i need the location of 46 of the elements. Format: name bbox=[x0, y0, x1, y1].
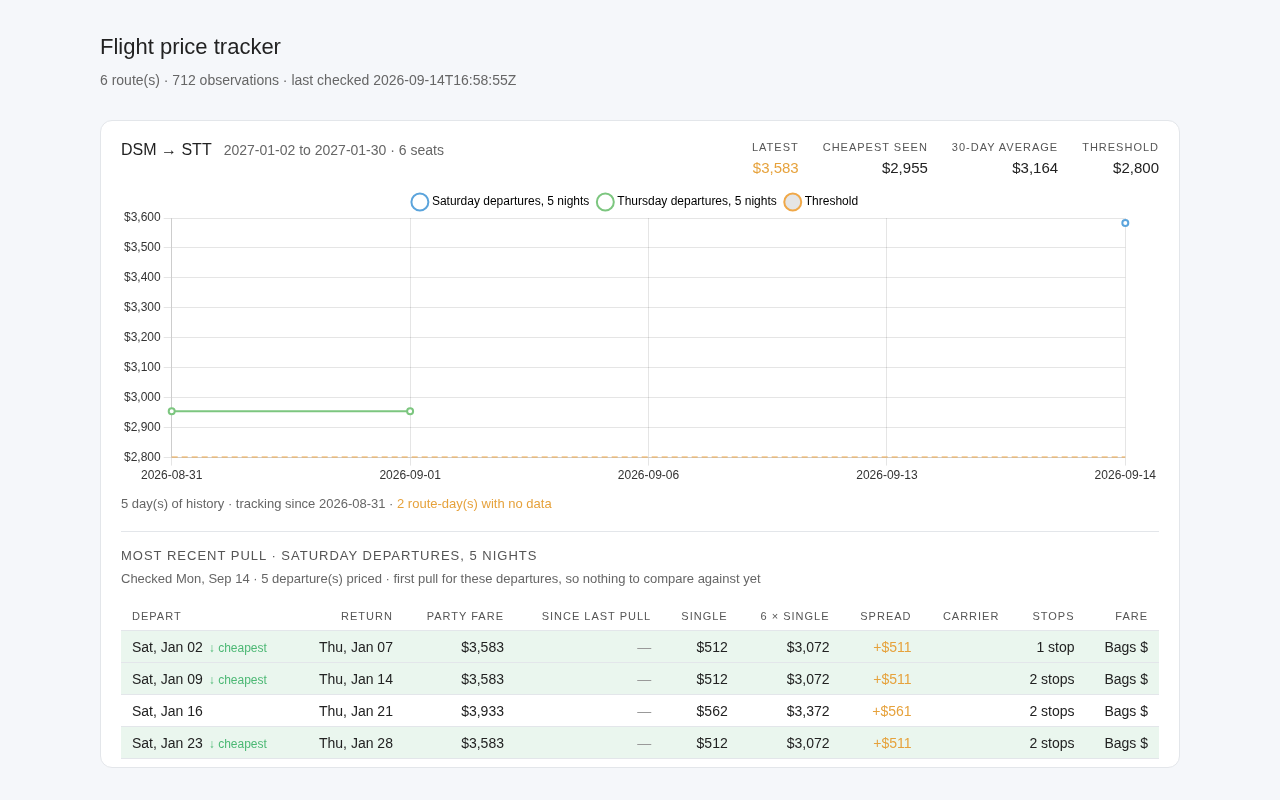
x-tick-label: 2026-09-01 bbox=[379, 468, 442, 483]
category-label: DEPART bbox=[121, 602, 297, 631]
text: $3,583 bbox=[751, 159, 799, 176]
category-label: 6 × SINGLE bbox=[738, 602, 841, 631]
text: LATEST bbox=[751, 141, 799, 153]
text: $2,800 bbox=[1112, 159, 1159, 176]
y-tick-label: $2,900 bbox=[124, 419, 162, 434]
text: $2,955 bbox=[880, 159, 928, 176]
text: $3,164 bbox=[1011, 159, 1059, 176]
table-row: Sat, Jan 09 ↓ cheapest Thu, Jan 14 $3,583 — $512 $3,072 +$511 2 stops Bags $ bbox=[121, 662, 1159, 695]
x-tick-label: 2026-09-06 bbox=[617, 468, 680, 483]
text: THRESHOLD bbox=[1082, 141, 1159, 153]
y-tick-label: $3,500 bbox=[124, 240, 162, 255]
category-label: SINGLE bbox=[662, 602, 739, 631]
chart-title: DSM → STT bbox=[121, 141, 212, 158]
legend-label: Saturday departures, 5 nights bbox=[431, 194, 590, 209]
text: 6 route(s) · 712 observations · last checked 2026-09-14T16:58:55Z bbox=[100, 72, 518, 88]
y-tick-label: $3,000 bbox=[124, 390, 162, 405]
text: CHEAPEST SEEN bbox=[822, 141, 928, 153]
y-tick-label: $2,800 bbox=[124, 449, 162, 464]
table-row: Sat, Jan 02 ↓ cheapest Thu, Jan 07 $3,583 — $512 $3,072 +$511 1 stop Bags $ bbox=[121, 630, 1159, 663]
legend-label: Threshold bbox=[804, 194, 859, 209]
y-tick-label: $3,100 bbox=[124, 360, 162, 375]
x-tick-label: 2026-09-13 bbox=[856, 468, 918, 483]
text: 2 route-day(s) with no data bbox=[397, 496, 552, 511]
category-label: CARRIER bbox=[922, 602, 1011, 631]
category-label: RETURN bbox=[296, 602, 404, 631]
legend-label: Thursday departures, 5 nights bbox=[617, 194, 777, 209]
text: Flight price tracker bbox=[100, 34, 282, 60]
y-tick-label: $3,600 bbox=[124, 210, 162, 225]
chart-subtitle: 2027-01-02 to 2027-01-30 · 6 seats bbox=[223, 142, 444, 158]
text: 5 day(s) of history · tracking since 2026-08-31 · bbox=[121, 496, 394, 511]
table-row: Sat, Jan 16 Thu, Jan 21 $3,933 — $562 $3,372 +$561 2 stops Bags $ bbox=[121, 694, 1159, 727]
text: Checked Mon, Sep 14 · 5 departure(s) priced · first pull for these departures, so nothing to compare against yet bbox=[121, 571, 762, 586]
text: 30-DAY AVERAGE bbox=[951, 141, 1059, 153]
category-label: SINCE LAST PULL bbox=[514, 602, 663, 631]
y-tick-label: $3,200 bbox=[124, 330, 162, 345]
text: MOST RECENT PULL · SATURDAY DEPARTURES, 5 NIGHTS bbox=[121, 548, 539, 563]
category-label: SPREAD bbox=[840, 602, 923, 631]
y-tick-label: $3,400 bbox=[124, 270, 162, 285]
y-tick-label: $3,300 bbox=[124, 300, 162, 315]
x-tick-label: 2026-09-14 bbox=[1094, 468, 1157, 483]
category-label: PARTY FARE bbox=[403, 602, 515, 631]
x-tick-label: 2026-08-31 bbox=[141, 468, 203, 483]
category-label: STOPS bbox=[1010, 602, 1086, 631]
category-label: FARE bbox=[1085, 602, 1159, 631]
